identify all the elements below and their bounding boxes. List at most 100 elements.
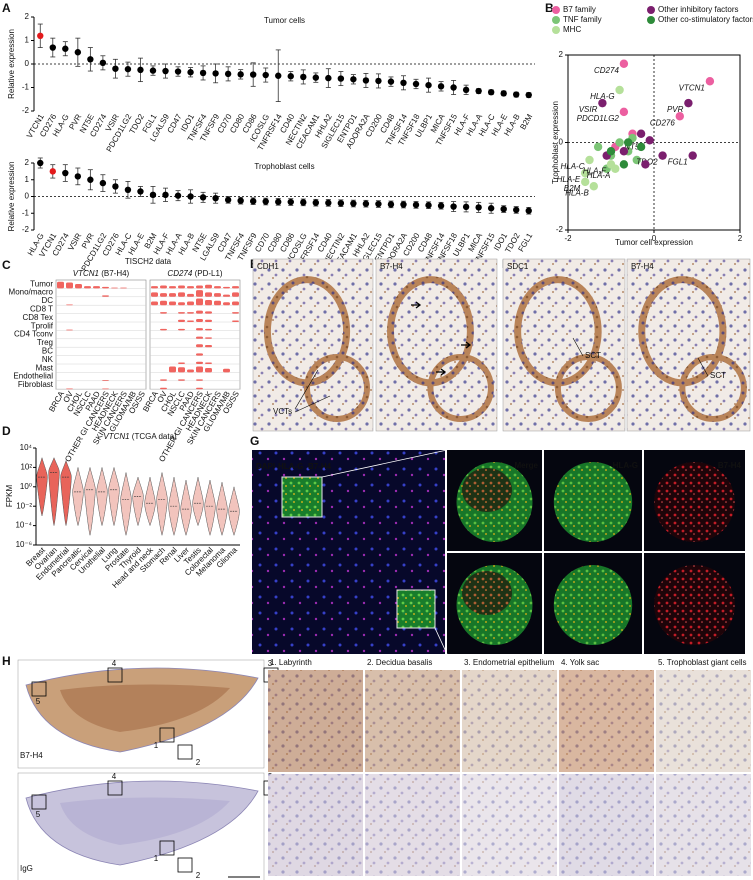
ridge-bar <box>187 369 194 373</box>
violin <box>132 476 144 527</box>
ridge-bar <box>178 312 185 314</box>
dot <box>450 84 457 91</box>
region-box <box>107 780 123 796</box>
dot <box>362 200 370 207</box>
fluorescence-overlay <box>462 571 512 615</box>
x-tick-label: VSIR <box>66 231 83 252</box>
ridge-bar <box>66 304 73 306</box>
dot <box>450 203 457 210</box>
dot <box>249 197 257 205</box>
point <box>624 138 633 147</box>
region-title: 2. Decidua basalis <box>367 658 432 667</box>
legend-swatch <box>647 16 655 24</box>
ridge-bar <box>196 344 203 348</box>
ridge-bar <box>169 293 176 297</box>
dot <box>99 179 107 187</box>
ridge-bar <box>232 292 239 297</box>
row-label: Tprolif <box>31 321 54 330</box>
dot <box>174 192 182 199</box>
y-tick-label: 2 <box>25 158 30 167</box>
ridge-bar <box>160 379 167 381</box>
ridge-bar <box>178 292 185 297</box>
y-axis-label: Relative expression <box>7 29 16 99</box>
image-label: SDC1 <box>507 262 529 271</box>
leader-line <box>697 357 709 377</box>
fluorescence-tissue <box>654 565 735 645</box>
dot <box>475 204 482 211</box>
ridge-bar <box>151 286 158 289</box>
dot <box>350 76 357 83</box>
dot <box>275 198 282 206</box>
ridge-bar <box>66 329 73 331</box>
chart-title: Trophoblast cells <box>254 162 314 171</box>
point <box>619 107 629 117</box>
dot <box>262 198 269 205</box>
dot <box>237 197 244 204</box>
dot <box>262 71 269 79</box>
region-box <box>159 727 175 743</box>
dot <box>400 79 407 87</box>
dot <box>199 69 207 77</box>
y-tick-label: 1 <box>25 175 30 184</box>
fluorescence-overlay <box>462 468 512 512</box>
point-label: PVR <box>667 105 684 114</box>
point <box>615 85 624 95</box>
y-tick-label: 10² <box>20 463 32 472</box>
point <box>636 129 646 138</box>
x-tick-label: 0 <box>652 234 657 243</box>
ridge-bar <box>223 294 230 297</box>
dot <box>275 72 282 79</box>
dot <box>149 191 157 199</box>
tissue-ring <box>554 354 622 422</box>
violin <box>36 456 48 517</box>
ridge-bar <box>111 287 118 289</box>
ridge-bar <box>205 328 212 331</box>
x-tick-label: -2 <box>564 234 572 243</box>
fluorescence-tissue <box>553 565 633 645</box>
point <box>593 142 603 152</box>
ridge-bar <box>187 320 194 322</box>
ridge-bar <box>66 388 73 390</box>
row-label: CD8 T <box>30 305 53 314</box>
y-tick-label: -2 <box>22 106 30 115</box>
ridge-bar <box>223 286 230 289</box>
region-stain <box>268 670 363 772</box>
region-title: 3. Endometrial epithelium <box>464 658 555 667</box>
point <box>658 151 667 160</box>
region-stain <box>559 774 654 876</box>
point <box>705 77 715 86</box>
y-tick-label: -1 <box>22 83 30 92</box>
dot <box>212 70 219 77</box>
point <box>619 147 629 156</box>
dot <box>462 86 470 94</box>
dot <box>500 90 507 97</box>
dot <box>400 201 407 208</box>
legend-swatch <box>552 26 560 34</box>
point <box>675 112 684 121</box>
point <box>606 160 616 169</box>
ridge-bar <box>57 281 64 289</box>
y-axis-label: Relative expression <box>7 162 16 232</box>
point-label: B2M <box>564 184 581 193</box>
dot <box>387 201 395 208</box>
dot <box>337 75 345 82</box>
dot <box>187 193 194 200</box>
dot <box>87 56 94 63</box>
box-number: 2 <box>196 758 201 767</box>
dot <box>300 199 307 206</box>
ridge-bar <box>205 311 212 314</box>
region-stain <box>462 670 557 772</box>
point <box>615 138 624 147</box>
point-label: NT5E <box>624 142 645 151</box>
ridge-bar <box>187 312 194 314</box>
ridge-bar <box>196 319 203 322</box>
dot <box>149 67 157 74</box>
ridge-bar <box>178 285 185 289</box>
y-tick-label: -1 <box>22 208 30 217</box>
region-title: 1. Labyrinth <box>270 658 312 667</box>
dot <box>362 77 370 84</box>
arrow <box>436 368 447 376</box>
chart-title: TISCH2 data <box>125 257 172 266</box>
ridge-bar <box>75 283 82 289</box>
leader-line <box>572 337 584 357</box>
